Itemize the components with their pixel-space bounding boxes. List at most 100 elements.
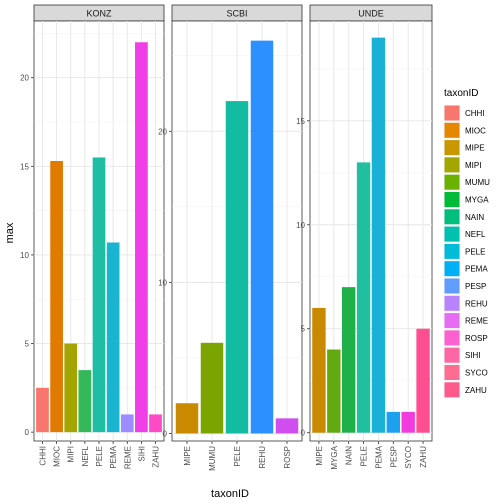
- legend-swatch: [444, 347, 460, 363]
- x-tick-label: REME: [123, 446, 132, 469]
- bar-konz-nefl: [78, 370, 92, 433]
- legend-swatch: [444, 174, 460, 190]
- legend-label: ZAHU: [465, 386, 487, 395]
- x-tick-label: NEFL: [81, 445, 90, 466]
- y-tick-label: 10: [158, 278, 167, 287]
- legend-label: MIPI: [465, 161, 481, 170]
- legend-title: taxonID: [444, 88, 478, 99]
- y-tick-label: 5: [301, 325, 306, 334]
- bar-unde-nain: [341, 287, 356, 433]
- bar-konz-zahu: [149, 414, 162, 433]
- legend-label: REHU: [465, 299, 488, 308]
- legend-label: MIOC: [465, 126, 486, 135]
- legend-item-chhi: CHHI: [444, 105, 485, 121]
- x-tick-label: REHU: [258, 446, 267, 469]
- bar-konz-mipi: [64, 343, 78, 433]
- x-tick-label: CHHI: [38, 446, 47, 466]
- legend-label: PELE: [465, 247, 485, 256]
- y-tick-label: 0: [301, 429, 306, 438]
- legend-item-myga: MYGA: [444, 191, 489, 208]
- bar-konz-chhi: [36, 387, 49, 433]
- legend-swatch: [444, 140, 460, 156]
- bar-konz-pema: [106, 242, 120, 433]
- y-tick-label: 20: [20, 74, 29, 83]
- facet-panel-scbi: SCBI 0 10 20 MIPE MUMU PELE REHU ROSP: [158, 4, 303, 471]
- bar-konz-reme: [120, 414, 134, 433]
- legend-label: PEMA: [465, 265, 488, 274]
- bar-scbi-mumu: [200, 342, 224, 434]
- legend-swatch: [444, 226, 460, 242]
- x-tick-label: SYCO: [404, 446, 413, 469]
- x-tick-label: MYGA: [330, 445, 339, 469]
- y-tick-label: 20: [158, 127, 167, 136]
- y-tick-label: 0: [25, 428, 30, 437]
- x-tick-label: MUMU: [208, 446, 217, 471]
- legend-item-mipi: MIPI: [444, 156, 481, 173]
- facet-strip-label: SCBI: [226, 9, 247, 19]
- facet-strip-label: KONZ: [86, 9, 112, 19]
- legend-item-sihi: SIHI: [444, 347, 481, 364]
- x-tick-label: SIHI: [137, 446, 146, 462]
- bar-unde-myga: [327, 349, 341, 433]
- legend-swatch: [444, 157, 460, 173]
- y-tick-label: 10: [20, 251, 29, 260]
- bar-konz-mioc: [50, 161, 63, 433]
- bar-scbi-mipe: [175, 403, 199, 434]
- legend-swatch: [444, 382, 460, 398]
- legend: taxonID CHHI MIOC MIPE MIPI MUMU MYGA NAIN NEFL…: [444, 88, 490, 398]
- legend-swatch: [444, 209, 460, 225]
- x-tick-label: PELE: [95, 446, 104, 466]
- legend-item-mioc: MIOC: [444, 122, 486, 139]
- legend-swatch: [444, 122, 460, 138]
- x-tick-label: NAIN: [345, 446, 354, 465]
- legend-swatch: [444, 278, 460, 294]
- chart-panels: KONZ 0 5 10 15 20 CHHI MIOC MIPI NEFL PELE PEMA REME…: [20, 4, 433, 471]
- legend-item-rehu: REHU: [444, 295, 488, 312]
- legend-label: CHHI: [465, 109, 485, 118]
- x-tick-label: MIPE: [315, 446, 324, 466]
- legend-label: MIPE: [465, 144, 485, 153]
- y-axis-title: max: [4, 222, 16, 243]
- legend-label: SYCO: [465, 369, 488, 378]
- y-tick-label: 5: [25, 340, 30, 349]
- bar-unde-pele: [356, 162, 371, 433]
- legend-item-pesp: PESP: [444, 278, 486, 294]
- x-tick-label: MIOC: [53, 446, 62, 467]
- bar-unde-mipe: [312, 307, 326, 433]
- bar-scbi-rehu: [250, 40, 274, 434]
- legend-item-nefl: NEFL: [444, 226, 486, 243]
- bar-konz-sihi: [135, 42, 148, 433]
- x-tick-label: ZAHU: [419, 446, 428, 468]
- legend-item-nain: NAIN: [444, 208, 484, 225]
- legend-swatch: [444, 192, 460, 207]
- x-tick-label: ZAHU: [152, 446, 161, 468]
- legend-label: NEFL: [465, 230, 486, 239]
- legend-item-mipe: MIPE: [444, 139, 485, 156]
- bar-unde-pesp: [386, 411, 401, 433]
- bar-scbi-rosp: [275, 418, 299, 434]
- legend-item-zahu: ZAHU: [444, 381, 487, 398]
- legend-item-pele: PELE: [444, 243, 485, 260]
- legend-label: NAIN: [465, 213, 484, 222]
- bar-scbi-pele: [225, 101, 249, 434]
- legend-label: ROSP: [465, 334, 488, 343]
- bar-unde-syco: [401, 411, 415, 433]
- x-tick-label: ROSP: [283, 446, 292, 469]
- legend-item-pema: PEMA: [444, 260, 488, 277]
- legend-item-reme: REME: [444, 312, 488, 329]
- x-tick-label: PEMA: [109, 445, 118, 468]
- legend-item-syco: SYCO: [444, 364, 488, 381]
- legend-label: SIHI: [465, 351, 481, 360]
- x-axis-title: taxonID: [211, 488, 249, 500]
- y-tick-label: 15: [20, 162, 29, 171]
- bar-konz-pele: [92, 157, 106, 433]
- x-tick-label: MIPI: [67, 446, 76, 462]
- legend-swatch: [444, 261, 460, 277]
- legend-swatch: [444, 243, 460, 259]
- bar-unde-zahu: [416, 328, 430, 433]
- legend-label: PESP: [465, 282, 486, 291]
- facet-panel-konz: KONZ 0 5 10 15 20 CHHI MIOC MIPI NEFL PELE PEMA REME…: [20, 4, 165, 469]
- x-tick-label: PEMA: [374, 445, 383, 468]
- x-tick-label: PESP: [389, 446, 398, 467]
